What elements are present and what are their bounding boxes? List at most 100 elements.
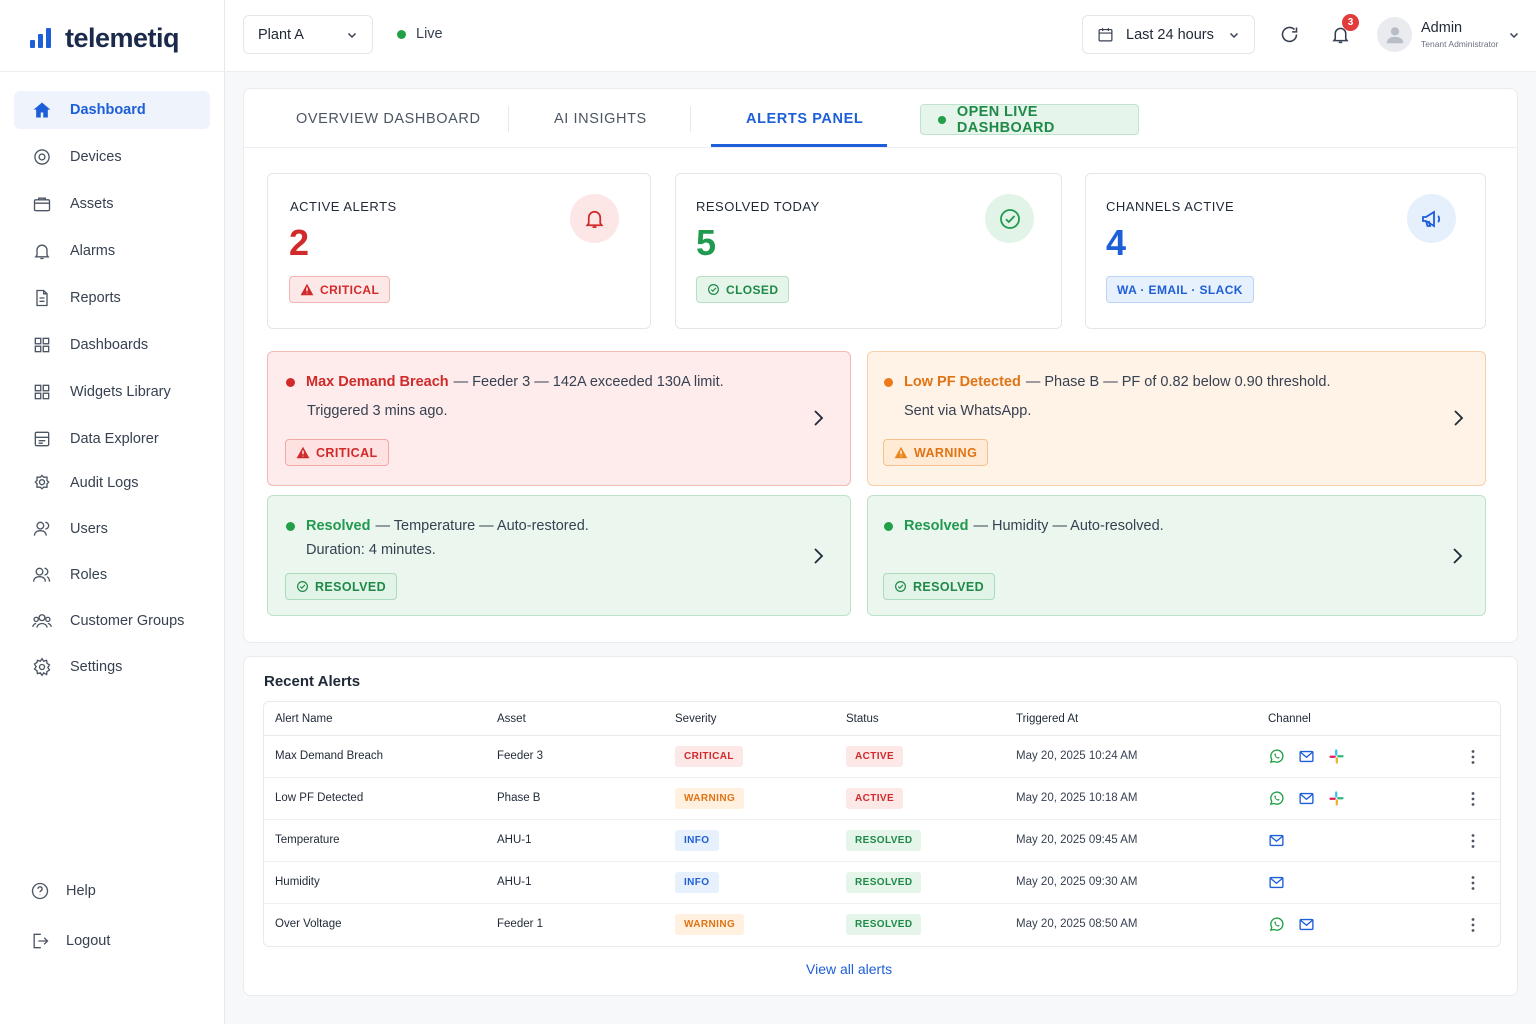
tab-alerts-panel[interactable]: ALERTS PANEL xyxy=(746,110,864,127)
sidebar: telemetiq Dashboard Devices Assets Alarm… xyxy=(0,0,225,1024)
time-range-select[interactable]: Last 24 hours xyxy=(1082,15,1255,54)
sidebar-item-reports[interactable]: Reports xyxy=(14,279,210,317)
column-header[interactable]: Asset xyxy=(497,713,526,725)
alert-subtext: Duration: 4 minutes. xyxy=(306,542,436,558)
sidebar-item-devices[interactable]: Devices xyxy=(14,138,210,176)
table-row[interactable]: Temperature AHU-1 INFO RESOLVED May 20, 2025… xyxy=(264,820,1500,862)
bell-icon xyxy=(585,210,604,228)
warning-tag: WARNING xyxy=(883,439,989,466)
sidebar-item-label: Assets xyxy=(70,196,114,212)
sidebar-item-widgets-library[interactable]: Widgets Library xyxy=(14,373,210,411)
top-bar: Plant A Live Last 24 hours 3 Admin Tenan… xyxy=(225,0,1536,72)
severity-badge: CRITICAL xyxy=(675,746,743,767)
plant-select-value: Plant A xyxy=(258,26,304,43)
alert-card-humidity-resolved[interactable]: Resolved — Humidity — Auto-resolved. RES… xyxy=(867,495,1486,616)
alert-headline: Low PF Detected — Phase B — PF of 0.82 b… xyxy=(884,374,1331,390)
table-row[interactable]: Humidity AHU-1 INFO RESOLVED May 20, 2025 09… xyxy=(264,862,1500,904)
email-icon xyxy=(1268,874,1285,891)
megaphone-icon xyxy=(1421,209,1440,228)
alert-title: Resolved xyxy=(904,518,969,534)
sidebar-item-label: Devices xyxy=(70,149,122,165)
tab-ai-insights[interactable]: AI INSIGHTS xyxy=(554,110,647,127)
stat-value: 5 xyxy=(696,222,717,263)
row-actions-button[interactable] xyxy=(1470,917,1476,933)
warning-triangle-icon xyxy=(894,446,908,459)
chevron-down-icon xyxy=(347,32,357,38)
notifications-button[interactable] xyxy=(1330,24,1351,45)
sidebar-item-label: Logout xyxy=(66,933,111,949)
open-live-dashboard-label: OPEN LIVE DASHBOARD xyxy=(956,103,1055,136)
channel-icons xyxy=(1268,832,1285,849)
table-row[interactable]: Low PF Detected Phase B WARNING ACTIVE May 2… xyxy=(264,778,1500,820)
live-label: Live xyxy=(416,26,443,42)
alert-headline: Resolved — Humidity — Auto-resolved. xyxy=(884,518,1164,534)
sidebar-item-customer-groups[interactable]: Customer Groups xyxy=(14,602,210,640)
check-circle-icon xyxy=(895,581,906,592)
home-icon xyxy=(33,102,51,118)
sidebar-item-users[interactable]: Users xyxy=(14,510,210,548)
sidebar-item-data-explorer[interactable]: Data Explorer xyxy=(14,420,210,458)
status-badge: RESOLVED xyxy=(846,830,922,851)
stat-value: 2 xyxy=(289,222,310,263)
refresh-icon xyxy=(1281,26,1298,43)
column-header[interactable]: Status xyxy=(846,713,879,725)
sidebar-item-label: Users xyxy=(70,521,108,537)
table-row[interactable]: Max Demand Breach Feeder 3 CRITICAL ACTIVE M… xyxy=(264,736,1500,778)
column-header[interactable]: Channel xyxy=(1268,713,1311,725)
sidebar-item-assets[interactable]: Assets xyxy=(14,185,210,223)
sidebar-item-label: Widgets Library xyxy=(70,384,171,400)
open-live-dashboard-button[interactable]: OPEN LIVE DASHBOARD xyxy=(920,103,1139,136)
triggered-at-cell: May 20, 2025 09:30 AM xyxy=(1016,876,1138,888)
view-all-alerts-link[interactable]: View all alerts xyxy=(806,961,893,977)
plant-select[interactable]: Plant A xyxy=(243,15,373,54)
alert-subtext: Triggered 3 mins ago. xyxy=(307,403,448,419)
whatsapp-icon xyxy=(1268,790,1285,807)
status-dot-icon xyxy=(884,377,893,387)
sidebar-item-roles[interactable]: Roles xyxy=(14,556,210,594)
badge-label: CLOSED xyxy=(726,282,779,297)
bell-icon xyxy=(34,244,50,260)
sidebar-item-dashboard[interactable]: Dashboard xyxy=(14,91,210,129)
logo[interactable]: telemetiq xyxy=(30,20,180,56)
bell-icon xyxy=(1332,27,1349,44)
sidebar-item-audit-logs[interactable]: Audit Logs xyxy=(14,464,210,502)
sidebar-item-label: Audit Logs xyxy=(70,475,139,491)
device-icon xyxy=(34,149,50,165)
row-actions-button[interactable] xyxy=(1470,749,1476,765)
column-header[interactable]: Alert Name xyxy=(275,713,333,725)
stat-card-channels-active: CHANNELS ACTIVE 4 WA · EMAIL · SLACK xyxy=(1085,173,1486,329)
badge-label: CRITICAL xyxy=(320,282,380,297)
user-menu[interactable]: Admin Tenant Administrator xyxy=(1377,17,1520,52)
email-icon xyxy=(1298,790,1315,807)
sidebar-item-label: Settings xyxy=(70,659,123,675)
column-header[interactable]: Severity xyxy=(675,713,717,725)
check-circle-icon xyxy=(708,284,719,295)
stat-icon-wrap xyxy=(1407,194,1456,243)
asset-cell: Phase B xyxy=(497,792,541,804)
alert-card-low-pf[interactable]: Low PF Detected — Phase B — PF of 0.82 b… xyxy=(867,351,1486,486)
alert-card-max-demand[interactable]: Max Demand Breach — Feeder 3 — 142A exce… xyxy=(267,351,851,486)
row-actions-button[interactable] xyxy=(1470,791,1476,807)
whatsapp-icon xyxy=(1268,916,1285,933)
stat-card-active-alerts: ACTIVE ALERTS 2 CRITICAL xyxy=(267,173,651,329)
tag-label: CRITICAL xyxy=(316,445,378,460)
stat-value: 4 xyxy=(1106,222,1127,263)
sidebar-item-alarms[interactable]: Alarms xyxy=(14,232,210,270)
refresh-button[interactable] xyxy=(1279,24,1300,45)
sidebar-item-label: Roles xyxy=(70,567,108,583)
row-actions-button[interactable] xyxy=(1470,833,1476,849)
time-range-value: Last 24 hours xyxy=(1126,26,1214,43)
sidebar-item-help[interactable]: Help xyxy=(14,872,210,910)
tab-overview-dashboard[interactable]: OVERVIEW DASHBOARD xyxy=(296,110,481,127)
sidebar-item-dashboards[interactable]: Dashboards xyxy=(14,326,210,364)
table-row[interactable]: Over Voltage Feeder 1 WARNING RESOLVED May 2… xyxy=(264,904,1500,946)
alert-card-temperature-resolved[interactable]: Resolved — Temperature — Auto-restored. … xyxy=(267,495,851,616)
column-header[interactable]: Triggered At xyxy=(1016,713,1079,725)
chevron-right-icon xyxy=(1454,410,1464,426)
divider xyxy=(0,71,225,72)
sidebar-item-logout[interactable]: Logout xyxy=(14,922,210,960)
row-actions-button[interactable] xyxy=(1470,875,1476,891)
sidebar-item-settings[interactable]: Settings xyxy=(14,648,210,686)
divider xyxy=(508,106,509,132)
alert-detail: — Temperature — Auto-restored. xyxy=(375,518,589,534)
